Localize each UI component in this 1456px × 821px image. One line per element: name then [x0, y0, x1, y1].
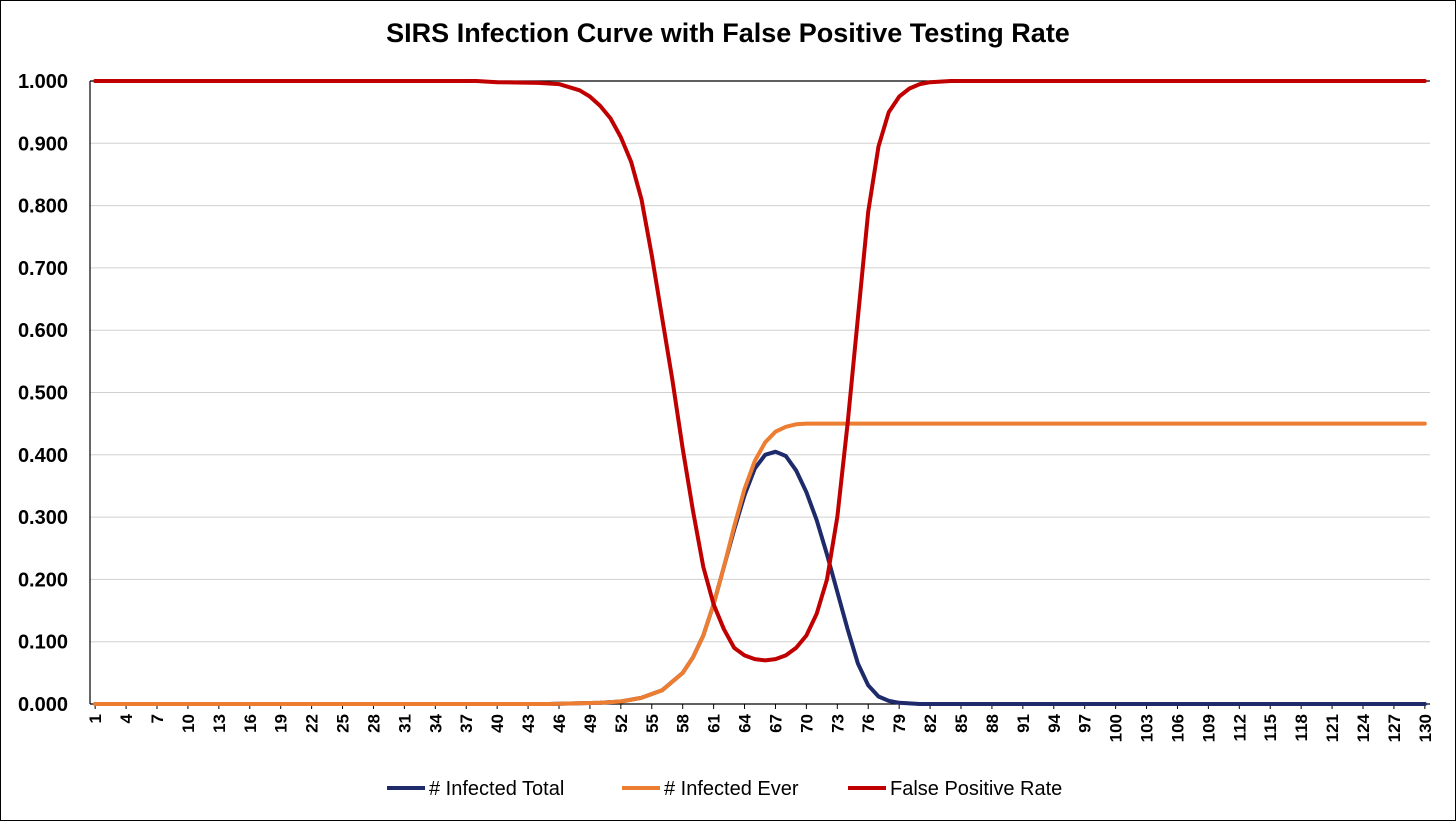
y-tick-label: 0.100: [18, 632, 68, 654]
x-tick-label: 106: [1168, 714, 1187, 742]
x-tick-label: 4: [117, 713, 136, 723]
y-tick-label: 0.900: [18, 133, 68, 155]
x-tick-label: 88: [983, 714, 1002, 733]
x-tick-label: 34: [426, 713, 445, 732]
x-tick-label: 25: [334, 714, 353, 733]
x-tick-label: 40: [488, 714, 507, 733]
x-tick-label: 124: [1354, 713, 1373, 742]
gridlines: [90, 80, 1430, 705]
x-tick-label: 121: [1323, 714, 1342, 742]
x-tick-label: 61: [705, 714, 724, 733]
x-tick-label: 19: [272, 714, 291, 733]
y-tick-label: 0.200: [18, 569, 68, 591]
x-tick-label: 13: [210, 714, 229, 733]
x-tick-label: 82: [921, 714, 940, 733]
chart-title: SIRS Infection Curve with False Positive…: [386, 18, 1070, 48]
y-tick-label: 0.600: [18, 320, 68, 342]
y-tick-label: 0.800: [18, 196, 68, 218]
x-tick-label: 115: [1261, 714, 1280, 741]
x-tick-label: 64: [736, 713, 755, 732]
y-tick-label: 0.000: [18, 694, 68, 716]
x-tick-label: 58: [674, 714, 693, 733]
x-tick-label: 79: [890, 714, 909, 733]
x-tick-label: 91: [1014, 714, 1033, 733]
y-tick-label: 0.700: [18, 258, 68, 280]
y-tick-label: 0.400: [18, 445, 68, 467]
series-line-infected-ever: [93, 421, 1427, 706]
series-line-false-positive-rate: [93, 79, 1427, 663]
series-line-infected-total: [93, 449, 1427, 706]
x-tick-label: 100: [1107, 714, 1126, 742]
x-tick-label: 109: [1199, 714, 1218, 742]
x-tick-label: 103: [1138, 714, 1157, 742]
x-tick-label: 49: [581, 714, 600, 733]
x-tick-label: 28: [364, 714, 383, 733]
x-tick-label: 31: [395, 714, 414, 733]
x-tick-label: 10: [179, 714, 198, 733]
x-tick-label: 1: [86, 714, 105, 723]
y-tick-label: 0.300: [18, 507, 68, 529]
legend: # Infected Total # Infected Ever False Pos…: [387, 778, 1062, 800]
y-tick-label: 1.000: [18, 71, 68, 93]
x-tick-label: 67: [766, 714, 785, 733]
y-tick-label: 0.500: [18, 383, 68, 405]
x-tick-label: 76: [859, 714, 878, 733]
x-tick-label: 70: [797, 714, 816, 733]
x-tick-label: 52: [612, 714, 631, 733]
x-tick-label: 7: [148, 714, 167, 723]
legend-label: # Infected Total: [429, 778, 564, 800]
x-tick-label: 112: [1230, 714, 1249, 741]
x-tick-label: 97: [1076, 714, 1095, 733]
x-tick-label: 73: [828, 714, 847, 733]
x-tick-label: 130: [1416, 714, 1435, 742]
x-tick-label: 43: [519, 714, 538, 733]
x-tick-label: 85: [952, 714, 971, 733]
x-tick-label: 94: [1045, 713, 1064, 732]
series-lines: [93, 79, 1427, 706]
x-tick-label: 55: [643, 714, 662, 733]
x-tick-label: 37: [457, 714, 476, 733]
x-tick-label: 127: [1385, 714, 1404, 742]
x-tick-label: 118: [1292, 714, 1311, 741]
x-tick-label: 22: [303, 714, 322, 733]
legend-label: # Infected Ever: [664, 778, 799, 800]
x-tick-label: 16: [241, 714, 260, 733]
legend-label: False Positive Rate: [890, 778, 1062, 800]
x-tick-label: 46: [550, 714, 569, 733]
